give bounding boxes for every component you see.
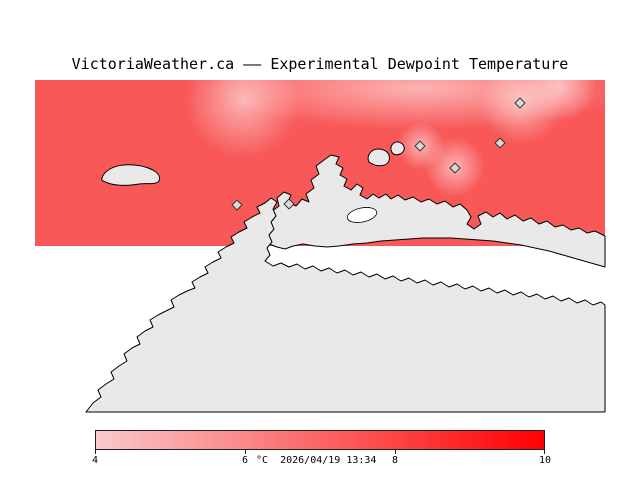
colorbar-label-8: 8 [391,455,399,466]
coastlines [85,141,606,413]
timestamp-label: 2026/04/19 13:34 [280,455,377,466]
station-marker [414,140,426,152]
landmass-north [261,154,606,268]
station-layer [231,97,526,211]
colorbar-label-10: 10 [538,455,552,466]
island-west [101,164,161,186]
station-marker [283,198,295,210]
colorbar-unit-timestamp: °C 2026/04/19 13:34 [256,455,376,467]
station-marker [449,162,461,174]
colorbar-tick [395,450,396,454]
colorbar [95,430,545,450]
lagoon [346,207,378,223]
colorbar-tick [245,450,246,454]
station-marker [494,137,506,149]
colorbar-label-4: 4 [91,455,99,466]
station-marker [514,97,526,109]
unit-label: °C [256,455,269,466]
light-patch [524,80,596,122]
small-island-1 [367,148,390,167]
colorbar-tick [95,450,96,454]
colorbar-label-6: 6 [241,455,249,466]
small-island-2 [390,141,405,156]
light-patch [185,80,301,158]
page-title: VictoriaWeather.ca —— Experimental Dewpo… [71,55,569,73]
field-light-patches [185,80,605,197]
landmass-south [85,197,606,413]
station-marker [231,199,243,211]
colorbar-tick [544,450,545,454]
